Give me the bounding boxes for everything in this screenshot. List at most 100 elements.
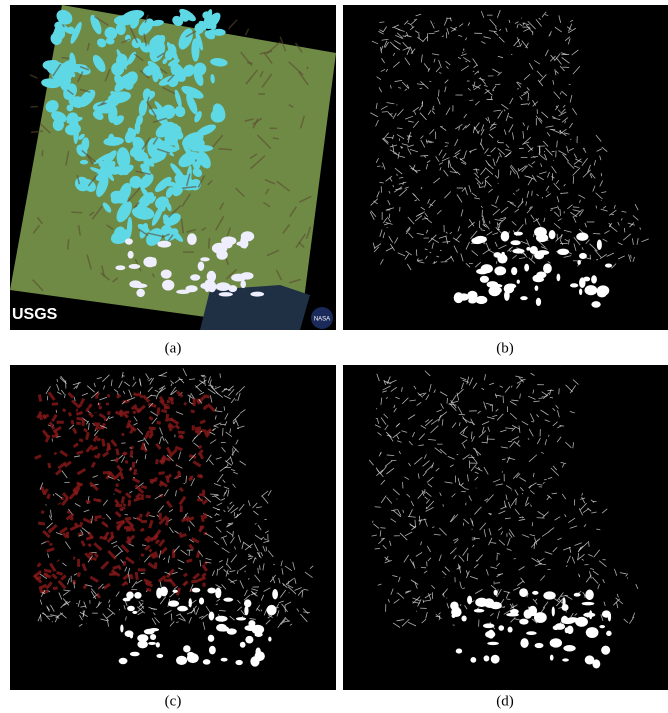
edge xyxy=(177,588,179,596)
snow-patch xyxy=(150,634,156,640)
edge xyxy=(191,411,195,412)
snow xyxy=(152,258,157,267)
snow-patch xyxy=(533,277,544,282)
edge xyxy=(122,496,124,503)
snow-patch xyxy=(514,232,523,236)
snow xyxy=(176,290,190,294)
snow-patch xyxy=(565,627,569,633)
snow xyxy=(187,233,197,245)
edge xyxy=(73,428,75,431)
ridge xyxy=(247,62,252,63)
edge xyxy=(169,425,171,431)
edge xyxy=(129,500,130,506)
edge xyxy=(159,473,165,474)
snow-patch xyxy=(267,605,277,615)
snow-patch xyxy=(488,630,495,639)
edge xyxy=(117,395,121,397)
edge xyxy=(167,414,168,421)
snow xyxy=(250,292,264,297)
edge xyxy=(205,513,206,518)
snow xyxy=(219,292,233,296)
nasa-logo-text: NASA xyxy=(314,317,330,323)
edge xyxy=(141,514,142,518)
snow-patch xyxy=(137,640,147,648)
ridge xyxy=(62,58,70,59)
snow-patch xyxy=(535,285,539,290)
edge xyxy=(149,428,156,429)
snow-patch xyxy=(536,234,548,242)
snow-patch xyxy=(236,617,246,620)
ridge xyxy=(71,212,82,213)
ridge xyxy=(273,138,279,139)
edge xyxy=(56,573,62,575)
edge xyxy=(124,561,125,566)
snow-patch xyxy=(508,627,513,633)
snow-patch xyxy=(504,284,515,294)
edge xyxy=(171,397,172,404)
edge xyxy=(173,554,174,558)
ridge xyxy=(218,149,232,150)
snow-patch xyxy=(577,260,580,265)
edge xyxy=(78,572,79,576)
edge xyxy=(41,591,48,592)
panel-background xyxy=(343,365,668,690)
edge xyxy=(36,577,41,578)
edge xyxy=(596,259,598,260)
snow-patch xyxy=(589,610,592,619)
edge xyxy=(68,511,70,513)
edge xyxy=(107,395,110,396)
edge xyxy=(542,197,543,198)
snow-patch xyxy=(520,638,528,648)
edge xyxy=(426,507,427,509)
edge xyxy=(187,560,192,562)
edge xyxy=(76,410,78,411)
snow-patch xyxy=(579,288,582,295)
snow-patch xyxy=(491,655,500,664)
edge xyxy=(150,550,152,552)
edge xyxy=(98,403,99,405)
edge xyxy=(107,445,109,452)
water-area xyxy=(200,285,310,330)
edge xyxy=(495,583,500,584)
edge xyxy=(200,421,205,423)
snow-patch xyxy=(244,599,251,607)
edge xyxy=(131,450,132,457)
snow-patch xyxy=(536,298,541,306)
snow-patch xyxy=(576,232,588,240)
snow-patch xyxy=(215,588,221,599)
edge xyxy=(77,452,83,454)
snow-patch xyxy=(519,588,528,597)
edge xyxy=(433,106,434,109)
edge xyxy=(180,436,183,437)
snow-patch xyxy=(187,653,199,663)
edge xyxy=(43,415,48,417)
edge xyxy=(157,422,161,423)
edge xyxy=(93,558,96,559)
edge xyxy=(95,519,98,520)
snow xyxy=(133,283,148,288)
edge xyxy=(69,413,70,417)
edge xyxy=(137,473,138,474)
snow-patch xyxy=(582,602,595,605)
snow-patch xyxy=(177,606,188,612)
edge xyxy=(38,523,45,524)
edge xyxy=(502,459,506,460)
snow-patch xyxy=(579,253,587,259)
edge xyxy=(197,500,203,501)
edge xyxy=(396,175,398,176)
snow-patch xyxy=(456,649,462,654)
figure: USGS NASA (a) (b) (c) (d) xyxy=(0,0,668,713)
ridge xyxy=(195,160,196,162)
edge xyxy=(532,522,533,526)
snow-patch xyxy=(517,280,520,284)
snow-patch xyxy=(585,285,598,295)
snow-patch xyxy=(562,658,569,661)
snow-patch xyxy=(207,588,216,594)
edge xyxy=(96,425,98,430)
edge xyxy=(532,191,533,196)
snow-patch xyxy=(255,632,263,637)
edge xyxy=(155,477,156,481)
snow xyxy=(200,257,210,261)
edge xyxy=(502,471,503,472)
edge xyxy=(190,477,193,478)
